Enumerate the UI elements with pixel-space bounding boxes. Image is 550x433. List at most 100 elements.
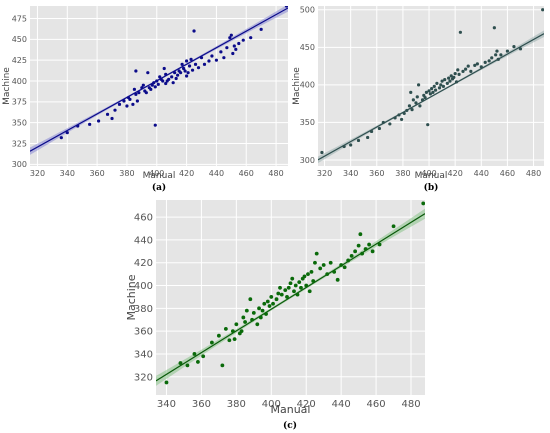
data-point	[243, 320, 247, 324]
data-point	[433, 88, 438, 92]
data-point	[192, 29, 196, 33]
data-point	[293, 283, 298, 288]
data-point	[174, 76, 178, 81]
data-point	[223, 326, 228, 331]
data-point	[237, 41, 241, 46]
data-point	[448, 79, 452, 83]
data-point	[405, 108, 409, 113]
data-point	[483, 60, 487, 64]
data-point	[248, 297, 253, 302]
data-point	[134, 92, 138, 96]
data-point	[262, 301, 267, 306]
data-point	[297, 280, 302, 285]
data-point	[216, 333, 221, 338]
data-point	[183, 69, 187, 73]
data-point	[196, 66, 201, 70]
data-point	[377, 126, 381, 131]
data-point	[128, 97, 132, 101]
data-point	[164, 380, 169, 385]
y-axis-title: Machine	[292, 67, 302, 105]
data-point	[306, 272, 310, 277]
data-point	[313, 260, 317, 265]
data-point	[307, 289, 312, 294]
data-point	[201, 354, 206, 359]
data-point	[400, 117, 404, 122]
data-point	[274, 297, 279, 302]
data-point	[346, 258, 351, 263]
data-point	[388, 122, 392, 126]
data-point	[153, 85, 157, 89]
data-point	[311, 279, 316, 283]
data-point	[162, 66, 166, 71]
data-point	[479, 65, 483, 69]
data-point	[369, 129, 374, 134]
data-point	[430, 87, 434, 91]
y-tick-label: 475	[12, 14, 27, 23]
data-point	[164, 81, 168, 86]
panel-b-chart: 320 340 360 380 400 420 440 460 480 300 350 400 450 5…	[292, 6, 544, 193]
data-point	[342, 144, 346, 149]
data-point	[288, 281, 293, 286]
data-point	[150, 83, 154, 87]
y-tick-label: 460	[134, 213, 153, 224]
y-tick-label: 500	[300, 6, 315, 15]
data-point	[65, 131, 69, 135]
data-point	[260, 308, 265, 313]
data-point	[131, 102, 135, 106]
y-tick-label: 380	[134, 304, 153, 315]
data-point	[370, 249, 375, 254]
x-tick-label: 480	[526, 169, 541, 178]
x-tick-label: 440	[209, 169, 224, 178]
data-point	[279, 292, 284, 297]
data-point	[342, 265, 347, 270]
data-point	[356, 138, 361, 143]
y-tick-label: 450	[12, 35, 27, 44]
x-tick-label: 400	[149, 169, 164, 178]
data-point	[339, 263, 344, 267]
data-point	[155, 79, 159, 83]
data-point	[152, 81, 156, 85]
data-point	[180, 62, 184, 66]
data-point	[229, 33, 233, 37]
plot-area	[318, 8, 544, 164]
data-point	[265, 299, 270, 304]
x-tick-label: 460	[239, 169, 254, 178]
plot-area	[156, 201, 425, 386]
data-point	[209, 340, 214, 345]
data-point	[420, 98, 425, 102]
data-point	[257, 306, 261, 311]
data-point	[411, 98, 415, 102]
data-point	[445, 81, 449, 85]
data-point	[492, 26, 496, 30]
data-point	[250, 317, 254, 322]
x-tick-label: 320	[30, 169, 45, 178]
data-point	[490, 56, 494, 60]
data-point	[134, 69, 138, 73]
y-tick-label: 450	[300, 43, 315, 52]
data-point	[117, 102, 122, 106]
data-point	[149, 87, 153, 91]
data-point	[441, 84, 446, 88]
x-tick-label: 380	[119, 169, 134, 178]
data-point	[358, 232, 363, 237]
data-point	[432, 84, 436, 88]
data-point	[110, 116, 114, 121]
data-point	[144, 91, 148, 95]
data-point	[402, 111, 406, 116]
data-point	[473, 63, 477, 67]
data-point	[512, 44, 516, 49]
data-point	[428, 92, 432, 96]
y-tick-label: 300	[12, 160, 27, 169]
data-point	[475, 62, 479, 66]
data-point	[249, 36, 253, 40]
x-tick-label: 400	[262, 399, 281, 410]
data-point	[299, 285, 303, 290]
data-point	[88, 122, 92, 126]
plot-area	[30, 6, 288, 155]
data-point	[225, 46, 229, 50]
data-point	[173, 71, 177, 75]
data-point	[328, 260, 333, 265]
data-point	[214, 58, 219, 62]
data-point	[423, 96, 427, 100]
data-point	[309, 269, 314, 274]
